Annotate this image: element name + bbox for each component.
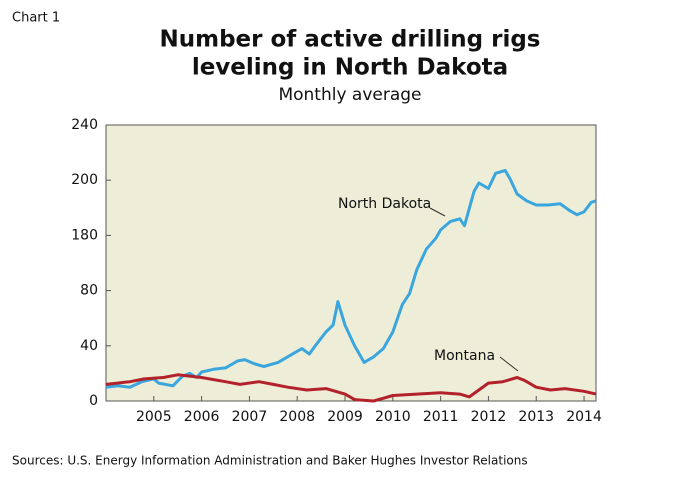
- y-tick-label: 240: [71, 117, 98, 133]
- x-tick-label: 2006: [184, 409, 220, 425]
- y-tick-label: 80: [80, 283, 98, 299]
- x-tick-label: 2010: [375, 409, 411, 425]
- x-tick-label: 2011: [423, 409, 459, 425]
- series-label: Montana: [434, 348, 495, 364]
- source-note: Sources: U.S. Energy Information Adminis…: [12, 454, 528, 468]
- leader-line: [429, 207, 446, 217]
- x-tick-label: 2012: [471, 409, 507, 425]
- x-tick-label: 2013: [518, 409, 554, 425]
- chart-subtitle: Monthly average: [278, 85, 421, 105]
- x-tick-label: 2014: [566, 409, 602, 425]
- x-tick-label: 2009: [327, 409, 363, 425]
- chart-title: Number of active drilling rigs: [159, 27, 540, 53]
- x-tick-label: 2005: [136, 409, 172, 425]
- chart-label: Chart 1: [12, 11, 60, 26]
- y-tick-label: 40: [80, 338, 98, 354]
- series-label: North Dakota: [338, 196, 431, 212]
- x-tick-label: 2007: [232, 409, 268, 425]
- x-tick-label: 2008: [279, 409, 315, 425]
- y-tick-label: 180: [71, 227, 98, 243]
- y-tick-label: 200: [71, 172, 98, 188]
- y-tick-label: 0: [89, 393, 98, 409]
- data-line: [105, 373, 597, 403]
- chart-title: leveling in North Dakota: [192, 55, 508, 81]
- plot-area: [105, 124, 597, 402]
- leader-line: [499, 356, 519, 372]
